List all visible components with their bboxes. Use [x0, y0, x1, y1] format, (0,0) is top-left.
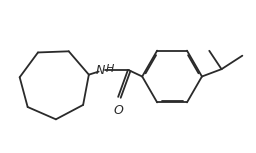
Text: N: N	[95, 64, 104, 77]
Text: O: O	[113, 104, 123, 117]
Text: H: H	[106, 64, 114, 74]
